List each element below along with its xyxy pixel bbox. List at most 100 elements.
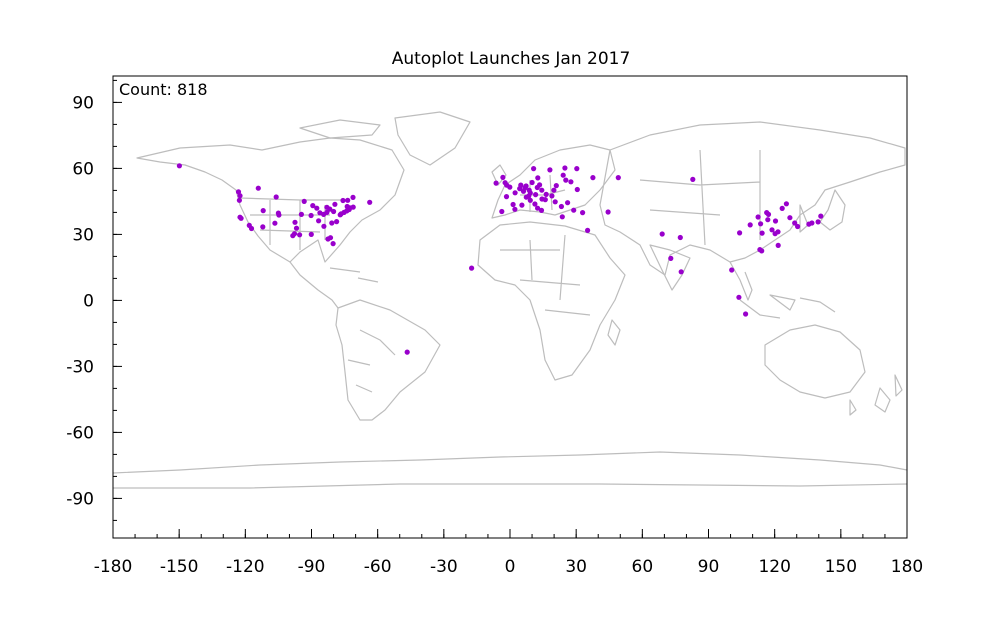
launch-point [176,163,182,169]
launch-point [605,209,611,215]
launch-point [507,184,513,190]
launch-point [769,227,775,233]
launch-point [818,213,824,219]
launch-point [580,210,586,216]
launch-point [260,208,266,214]
launch-point [535,175,541,181]
launch-point [563,177,569,183]
y-tick-label: -90 [66,489,94,509]
y-tick-label: 30 [72,225,94,245]
count-annotation: Count: 818 [119,80,208,99]
y-tick-label: 0 [83,291,94,311]
y-tick-label: -30 [66,357,94,377]
launch-point [327,206,333,212]
launch-points [176,163,824,355]
launch-point [367,199,373,205]
x-tick-label: -180 [94,557,133,577]
launch-point [404,349,410,355]
launch-point [301,198,307,204]
launch-point [729,267,735,273]
y-axis: -90 -60 -30 0 30 60 90 [66,79,122,521]
y-tick-label: 90 [72,93,94,113]
launch-point [238,215,244,221]
launch-point [590,175,596,181]
launch-point [329,220,335,226]
launch-point [291,231,298,237]
x-tick-label: 0 [505,557,516,577]
launch-point [553,183,559,189]
x-tick-label: -30 [430,557,458,577]
launch-point [677,234,683,241]
x-tick-label: -60 [364,557,392,577]
launch-point [775,242,781,248]
launch-point [512,206,518,212]
launch-point [668,255,674,261]
launch-point [526,193,532,199]
world-basemap [112,111,908,489]
launch-point [340,197,346,204]
x-tick-label: 60 [632,557,654,577]
launch-point [350,194,356,200]
launch-point [512,190,518,196]
launch-point [747,222,753,228]
launch-point [565,200,571,206]
launch-point [532,201,538,207]
launch-point [272,220,278,226]
x-tick-label: -90 [298,557,326,577]
launch-point [759,248,765,254]
launch-point [260,224,266,230]
launch-point [815,219,821,225]
launch-point [743,311,749,317]
launch-point [585,227,591,233]
y-tick-label: -60 [66,423,94,443]
launch-point [783,201,790,207]
launch-point [574,186,580,193]
launch-point [558,203,565,210]
launch-point [308,212,314,219]
launch-point [529,179,535,186]
launch-point [527,197,533,203]
launch-point [297,232,303,238]
launch-point [755,214,761,220]
launch-point [308,231,314,237]
launch-point [543,191,549,197]
launch-point [327,235,334,241]
launch-point [772,218,779,224]
launch-point [534,184,540,191]
launch-point [571,207,577,213]
launch-point [539,187,545,193]
chart-title: Autoplot Launches Jan 2017 [392,49,631,69]
launch-point [293,225,300,231]
launch-point [236,197,242,203]
launch-point [331,208,337,215]
launch-point [562,165,568,171]
launch-point [615,175,621,181]
launch-point [235,189,242,195]
launch-point [332,201,338,207]
launch-point [765,217,771,223]
x-tick-label: 150 [825,557,857,577]
x-tick-label: 180 [891,557,923,577]
launch-point [292,219,298,225]
x-tick-label: 90 [698,557,720,577]
launch-point [809,220,815,226]
launch-point [344,203,350,210]
launch-point [316,218,322,224]
launch-point [787,215,793,221]
launch-point [779,205,785,211]
launch-point [792,220,798,226]
launch-point [276,212,282,218]
launch-point [568,179,574,185]
launch-point [314,205,320,211]
launch-point [772,231,778,237]
launch-point [248,225,255,232]
launch-point [552,199,558,205]
launch-point [551,187,557,193]
launch-point [759,230,765,236]
launch-point [690,176,696,182]
x-axis: -180 -150 -120 -90 -60 -30 0 30 60 90 120 150 180 [94,529,923,577]
launch-point [522,185,528,191]
launch-point [531,166,537,172]
launch-point [533,192,539,198]
launch-point [765,211,772,217]
